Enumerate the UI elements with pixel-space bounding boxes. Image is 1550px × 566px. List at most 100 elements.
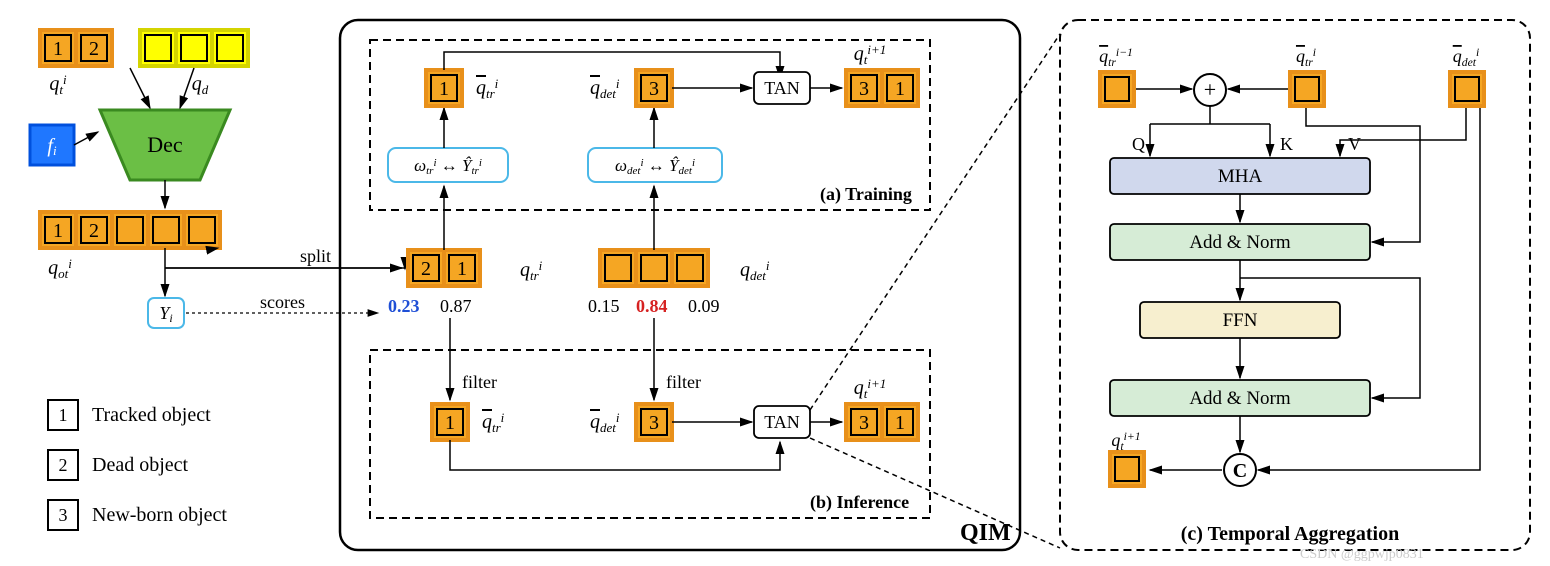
plus-label: + bbox=[1204, 77, 1216, 102]
label-qbar-tr-im1: qtri−1 bbox=[1099, 46, 1133, 69]
yi-box: Yi bbox=[148, 298, 184, 328]
svg-text:1: 1 bbox=[53, 220, 63, 242]
svg-text:3: 3 bbox=[59, 505, 68, 525]
svg-text:qtri: qtri bbox=[520, 258, 543, 283]
decoder-block: Dec bbox=[100, 110, 230, 180]
qot-2: 2 bbox=[76, 212, 112, 248]
svg-text:qoti: qoti bbox=[48, 256, 72, 281]
inf-tr-box: 1 bbox=[432, 404, 468, 440]
score-det-3: 0.09 bbox=[688, 296, 720, 316]
svg-text:qti+1: qti+1 bbox=[854, 42, 887, 67]
svg-text:qti+1: qti+1 bbox=[1111, 430, 1140, 453]
svg-text:3: 3 bbox=[859, 412, 869, 434]
svg-text:3: 3 bbox=[649, 412, 659, 434]
label-qot: qoti bbox=[48, 256, 72, 281]
svg-text:3: 3 bbox=[649, 78, 659, 100]
svg-text:qtri: qtri bbox=[1296, 46, 1316, 69]
svg-text:Tracked object: Tracked object bbox=[92, 404, 211, 426]
label-qt-i: qti bbox=[49, 72, 67, 97]
qd-box-2 bbox=[176, 30, 212, 66]
label-qt-ip1-train: qti+1 bbox=[854, 42, 887, 67]
qt-box-2: 2 bbox=[76, 30, 112, 66]
svg-text:Dead object: Dead object bbox=[92, 454, 189, 476]
label-qt-ip1-inf: qti+1 bbox=[854, 376, 887, 401]
split-det-3 bbox=[672, 250, 708, 286]
svg-text:1: 1 bbox=[53, 38, 63, 60]
label-qbar-tr-inf: qtri bbox=[482, 410, 505, 435]
addnorm1-block-label: Add & Norm bbox=[1189, 232, 1291, 253]
ta-out bbox=[1110, 452, 1144, 486]
score-det-1: 0.15 bbox=[588, 296, 620, 316]
svg-text:2: 2 bbox=[421, 258, 431, 280]
svg-text:3: 3 bbox=[859, 78, 869, 100]
qot-5 bbox=[184, 212, 220, 248]
tan-train-label: TAN bbox=[764, 78, 800, 98]
label-temporal: (c) Temporal Aggregation bbox=[1181, 523, 1400, 545]
svg-text:qti: qti bbox=[49, 72, 67, 97]
tan-inf-label: TAN bbox=[764, 412, 800, 432]
out-inf-1: 3 bbox=[846, 404, 882, 440]
arrow-tr-to-tan-top bbox=[444, 52, 780, 78]
split-tr-1: 2 bbox=[408, 250, 444, 286]
score-tr-1: 0.23 bbox=[388, 296, 420, 316]
watermark: CSDN @ggpwjp0831 bbox=[1300, 547, 1424, 562]
label-qbar-det-inf: qdeti bbox=[590, 410, 620, 435]
svg-text:2: 2 bbox=[89, 38, 99, 60]
arrow-qt-to-dec bbox=[130, 68, 150, 108]
label-split: split bbox=[300, 246, 331, 266]
label-qd: qd bbox=[192, 73, 209, 97]
qot-3 bbox=[112, 212, 148, 248]
label-qim: QIM bbox=[960, 520, 1011, 546]
label-Q: Q bbox=[1132, 134, 1145, 154]
svg-text:2: 2 bbox=[89, 220, 99, 242]
score-det-2: 0.84 bbox=[636, 296, 668, 316]
qd-box-1 bbox=[140, 30, 176, 66]
legend-newborn: 3 New-born object bbox=[48, 500, 227, 530]
svg-text:1: 1 bbox=[895, 78, 905, 100]
svg-text:qtri: qtri bbox=[476, 76, 499, 101]
out-inf-2: 1 bbox=[882, 404, 918, 440]
label-qtr-i: qtri bbox=[520, 258, 543, 283]
arrow-inf-tr-to-tan bbox=[450, 440, 780, 470]
svg-text:qtri−1: qtri−1 bbox=[1099, 46, 1133, 69]
label-qbar-det-train: qdeti bbox=[590, 76, 620, 101]
fi-box: fi bbox=[30, 125, 74, 165]
train-det-box: 3 bbox=[636, 70, 672, 106]
label-K: K bbox=[1280, 134, 1293, 154]
svg-text:qtri: qtri bbox=[482, 410, 505, 435]
svg-text:qdeti: qdeti bbox=[740, 258, 770, 283]
svg-text:2: 2 bbox=[59, 455, 68, 475]
ta-in-2 bbox=[1290, 72, 1324, 106]
legend-dead: 2 Dead object bbox=[48, 450, 189, 480]
label-inference: (b) Inference bbox=[810, 492, 909, 513]
qot-4 bbox=[148, 212, 184, 248]
label-training: (a) Training bbox=[820, 184, 912, 205]
svg-text:Dec: Dec bbox=[147, 132, 183, 157]
label-qbar-tr-train: qtri bbox=[476, 76, 499, 101]
label-qdet-i: qdeti bbox=[740, 258, 770, 283]
svg-text:qdeti: qdeti bbox=[590, 76, 620, 101]
arrow-fi-to-dec bbox=[74, 132, 98, 145]
label-filter-1: filter bbox=[462, 372, 497, 392]
svg-text:1: 1 bbox=[445, 412, 455, 434]
svg-text:New-born object: New-born object bbox=[92, 504, 227, 526]
svg-text:qd: qd bbox=[192, 73, 209, 97]
out-train-1: 3 bbox=[846, 70, 882, 106]
label-qbar-det-i-ta: qdeti bbox=[1453, 46, 1480, 69]
split-tr-2: 1 bbox=[444, 250, 480, 286]
split-det-2 bbox=[636, 250, 672, 286]
split-det-1 bbox=[600, 250, 636, 286]
out-train-2: 1 bbox=[882, 70, 918, 106]
ta-in-1 bbox=[1100, 72, 1134, 106]
legend-tracked: 1Tracked object bbox=[48, 400, 211, 430]
qot-1: 1 bbox=[40, 212, 76, 248]
qd-box-3 bbox=[212, 30, 248, 66]
svg-text:qti+1: qti+1 bbox=[854, 376, 887, 401]
svg-text:1: 1 bbox=[457, 258, 467, 280]
inf-det-box: 3 bbox=[636, 404, 672, 440]
label-filter-2: filter bbox=[666, 372, 701, 392]
label-qt-ip1-ta: qti+1 bbox=[1111, 430, 1140, 453]
ta-in-3 bbox=[1450, 72, 1484, 106]
ffn-block-label: FFN bbox=[1223, 310, 1258, 331]
svg-text:qdeti: qdeti bbox=[590, 410, 620, 435]
